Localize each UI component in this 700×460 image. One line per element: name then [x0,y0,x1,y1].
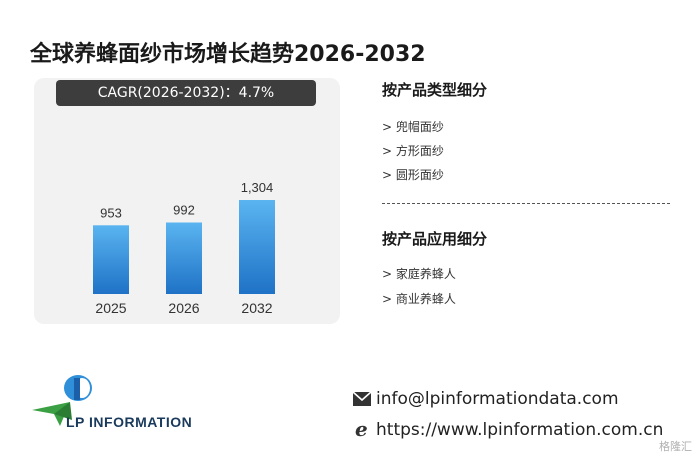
contact-email[interactable]: info@lpinformationdata.com [376,389,619,409]
chart-panel [34,78,340,324]
cagr-badge: CAGR(2026-2032)：4.7% [56,80,316,106]
segment-application-title: 按产品应用细分 [382,230,488,248]
lp-logo-icon [32,375,92,426]
segment-application-item: > 商业养蜂人 [382,292,456,306]
contact-website[interactable]: https://www.lpinformation.com.cn [376,420,664,440]
logo-text: LP INFORMATION [66,414,193,430]
svg-text:e: e [355,420,368,438]
ie-browser-icon: e [355,420,368,438]
envelope-icon [352,391,372,406]
segment-type-title: 按产品类型细分 [382,81,488,99]
section-divider [382,203,670,204]
page-title: 全球养蜂面纱市场增长趋势2026-2032 [30,42,426,67]
watermark-text: 格隆汇 [659,440,692,453]
segment-type-item: > 圆形面纱 [382,168,444,182]
segment-type-item: > 兜帽面纱 [382,120,444,134]
segment-application-item: > 家庭养蜂人 [382,267,456,281]
segment-type-item: > 方形面纱 [382,144,444,158]
